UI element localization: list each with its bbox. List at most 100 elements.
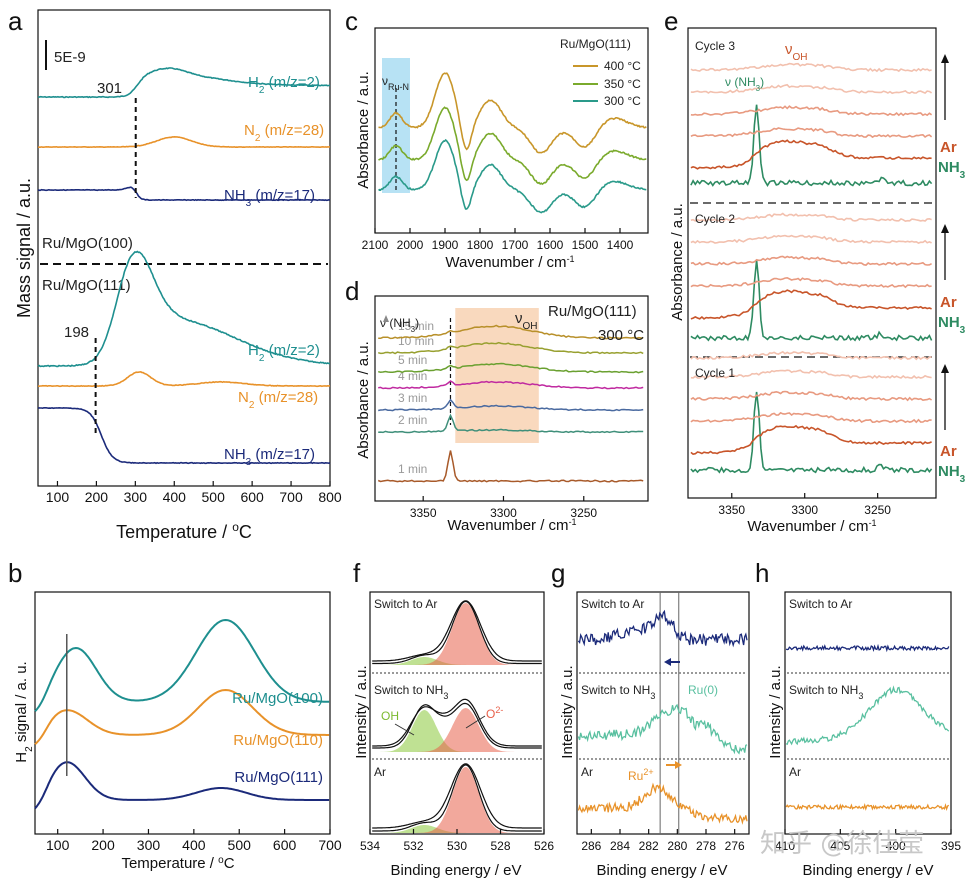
- trace-e-cycle1-4: [690, 369, 932, 380]
- a-tick-label-800: 800: [318, 489, 342, 505]
- cycle-label-3: Cycle 3: [695, 39, 735, 53]
- spectra-g: [577, 609, 748, 825]
- y-axis-label-a: Mass signal / a.u.: [14, 178, 34, 318]
- trace-b-110: [34, 688, 330, 745]
- y-axis-label-e: Absorbance / a.u.: [669, 203, 686, 321]
- f-fill-2-0: [372, 825, 542, 833]
- f-fill-0-1: [372, 603, 542, 665]
- a-tick-label-200: 200: [85, 489, 109, 505]
- f-tick-label-526: 526: [534, 839, 554, 853]
- trace-e-cycle3-4: [690, 83, 933, 95]
- time-label-d-2: 3 min: [398, 391, 427, 405]
- group-label-111: Ru/MgO(111): [42, 277, 131, 294]
- trace-c-300: [378, 138, 647, 214]
- peak-pointer-o2: [465, 715, 486, 729]
- series-label-b-110: Ru/MgO(110): [233, 732, 323, 749]
- trace-a-111-n2: [37, 370, 331, 388]
- d-tick-label-3350: 3350: [410, 506, 437, 520]
- arrow-up-d: [383, 315, 389, 322]
- b-tick-label-200: 200: [91, 837, 115, 853]
- panel-c: c νRu-N 2100 2000 1900 1800 1700 1600 1500 1400…: [345, 6, 649, 271]
- x-ticks-d: 3350 3300 3250: [410, 496, 597, 520]
- f-line-0-1: [372, 600, 542, 662]
- label-ru2: Ru2+: [628, 767, 654, 783]
- panel-letter-c: c: [345, 6, 358, 36]
- time-label-d-0: 1 min: [398, 462, 427, 476]
- panel-letter-h: h: [755, 558, 769, 588]
- h-tick-label-405: 405: [830, 839, 850, 853]
- cycle3-gas-labels: Ar NH3: [938, 54, 966, 181]
- g-tick-label-280: 280: [667, 839, 687, 853]
- g-line-2-0: [577, 782, 748, 825]
- trace-b-111: [34, 761, 330, 810]
- legend-title-c: Ru/MgO(111): [560, 37, 631, 51]
- b-tick-label-700: 700: [318, 837, 342, 853]
- peak-pointer-oh: [394, 723, 415, 736]
- cycle3-nh3: NH3: [938, 159, 966, 181]
- g-tick-label-286: 286: [581, 839, 601, 853]
- e-tick-label-3350: 3350: [718, 503, 745, 517]
- legend-label-c-400: 400 °C: [604, 59, 641, 73]
- peak-label-oh: OH: [381, 709, 399, 723]
- watermark: 知乎 @徐佳莹: [760, 829, 924, 859]
- a-tick-label-100: 100: [46, 489, 70, 505]
- y-axis-label-d: Absorbance / a.u.: [355, 341, 372, 459]
- state-g-3: Ar: [581, 765, 593, 779]
- a-tick-label-400: 400: [163, 489, 187, 505]
- cycle2-ar: Ar: [940, 294, 957, 311]
- trace-d-3-min: [378, 398, 644, 412]
- marker-label-198: 198: [64, 324, 89, 341]
- d-tick-label-3250: 3250: [570, 506, 597, 520]
- b-tick-label-100: 100: [46, 837, 70, 853]
- trace-d-2-min: [378, 413, 644, 434]
- panel-a: a 100 200 300 400 500 600 700 800 Temperature /…: [8, 6, 342, 542]
- state-f-1: Switch to Ar: [374, 597, 437, 611]
- panel-letter-f: f: [353, 558, 361, 588]
- f-line-1-0: [372, 702, 542, 749]
- cycle1-gas-labels: Ar NH3: [938, 364, 966, 485]
- x-axis-label-h: Binding energy / eV: [803, 862, 934, 879]
- c-tick-label-2000: 2000: [397, 238, 424, 252]
- panel-b: b 100 200 300 400 500 600 700 Temperature / oC…: [8, 558, 342, 872]
- panel-f: f 534 532 530 528 526 Binding energy / eV In…: [353, 558, 554, 879]
- c-tick-label-1600: 1600: [537, 238, 564, 252]
- y-axis-label-f: Intensity / a.u.: [353, 665, 370, 758]
- trace-e-cycle1-1: [690, 424, 932, 455]
- panel-letter-e: e: [664, 6, 678, 36]
- group-label-100: Ru/MgO(100): [42, 235, 133, 252]
- h-line-2-0: [785, 802, 950, 811]
- state-g-2: Switch to NH3: [581, 683, 655, 701]
- scale-bar-label: 5E-9: [54, 49, 86, 66]
- x-axis-label-a: Temperature / oC: [116, 520, 252, 542]
- x-ticks-c: 2100 2000 1900 1800 1700 1600 1500 1400: [362, 228, 634, 252]
- state-g-1: Switch to Ar: [581, 597, 644, 611]
- a-tick-label-500: 500: [202, 489, 226, 505]
- x-axis-label-e: Wavenumber / cm-1: [747, 518, 876, 535]
- f-fill-1-0: [372, 710, 542, 752]
- trace-e-cycle3-0: [690, 104, 933, 187]
- axes-frame-d: [374, 295, 649, 502]
- x-axis-label-b: Temperature / oC: [121, 855, 234, 873]
- trace-e-cycle2-0: [690, 260, 933, 342]
- axes-frame-h: [784, 591, 952, 835]
- trace-a-100-h2: [37, 67, 331, 99]
- c-tick-label-1900: 1900: [432, 238, 459, 252]
- cycle1-nh3: NH3: [938, 463, 966, 485]
- series-label-a-111-n2: N2 (m/z=28): [238, 389, 318, 411]
- trace-e-cycle1-0: [690, 391, 933, 474]
- b-tick-label-500: 500: [228, 837, 252, 853]
- state-f-2: Switch to NH3: [374, 683, 448, 701]
- f-fill-1-1: [372, 708, 542, 752]
- axes-frame-a: [37, 9, 331, 487]
- trace-d-4-min: [378, 380, 644, 390]
- cycle1-ar: Ar: [940, 443, 957, 460]
- h-line-0-0: [785, 643, 950, 653]
- x-axis-label-g: Binding energy / eV: [597, 862, 728, 879]
- series-label-b-100: Ru/MgO(100): [232, 690, 323, 707]
- trace-e-cycle2-1: [690, 289, 932, 320]
- d-tick-label-3300: 3300: [490, 506, 517, 520]
- state-h-1: Switch to Ar: [789, 597, 852, 611]
- cycle1-arrowhead: [941, 364, 949, 373]
